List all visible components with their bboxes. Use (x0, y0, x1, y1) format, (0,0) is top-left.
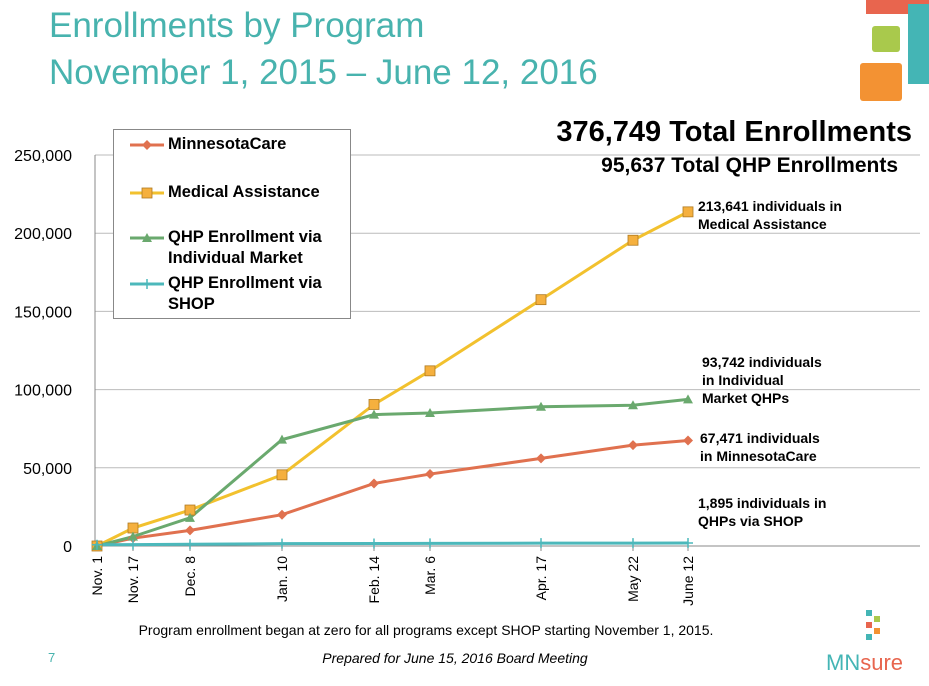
data-point (277, 434, 287, 444)
x-tick-label: Mar. 6 (422, 556, 438, 595)
data-point (425, 469, 435, 480)
annotation: 1,895 individuals in QHPs via SHOP (698, 495, 826, 529)
series-line (96, 397, 689, 548)
data-point (425, 538, 435, 549)
data-point (535, 294, 547, 306)
page-number: 7 (48, 650, 55, 665)
headline: 376,749 Total Enrollments (556, 116, 912, 148)
data-point (536, 453, 546, 464)
data-point (369, 409, 379, 419)
annotation: 67,471 individuals in MinnesotaCare (700, 430, 820, 464)
deco (860, 63, 902, 101)
legend-label: QHP Enrollment via Individual Market (168, 228, 322, 267)
annotation-line: Medical Assistance (698, 216, 827, 232)
title: November 1, 2015 – June 12, 2016 (49, 53, 598, 92)
y-tick-label: 100,000 (14, 383, 72, 400)
y-tick-label: 150,000 (14, 304, 72, 321)
data-point (92, 539, 102, 550)
logo: MNsure (826, 650, 903, 675)
data-point (627, 234, 639, 246)
title: Enrollments by Program (49, 6, 424, 45)
data-point (536, 538, 546, 549)
data-point (628, 538, 638, 549)
data-point (128, 531, 138, 541)
data-point (369, 478, 379, 489)
y-tick-label: 250,000 (14, 148, 72, 165)
logo-prefix: MN (826, 650, 860, 675)
annotation: 213,641 individuals in Medical Assistance (698, 198, 842, 232)
annotation-line: in Individual (702, 372, 784, 388)
annotation-line: 213,641 individuals in (698, 198, 842, 214)
x-tick-label: Dec. 8 (182, 556, 198, 597)
data-point (277, 509, 287, 520)
data-point (536, 401, 546, 411)
legend: MinnesotaCare Medical Assistance QHP Enrol… (113, 129, 351, 319)
legend-label: Medical Assistance (168, 183, 320, 201)
x-tick-label: May 22 (625, 556, 641, 602)
legend-marker (142, 233, 152, 242)
logo-suffix: sure (860, 650, 903, 675)
annotation-line: 1,895 individuals in (698, 495, 826, 511)
legend-item: QHP Enrollment via Individual Market (120, 227, 344, 269)
data-point (127, 522, 139, 534)
x-tick-label: Apr. 17 (533, 556, 549, 601)
data-point (128, 539, 138, 550)
data-point (683, 538, 693, 549)
x-tick-label: Feb. 14 (366, 556, 382, 604)
data-point (368, 399, 380, 410)
x-tick-label: Nov. 1 (89, 556, 105, 596)
legend-item: MinnesotaCare (120, 134, 344, 155)
legend-swatch (130, 187, 164, 199)
data-point (185, 525, 195, 536)
data-point (185, 512, 195, 522)
logo-icon (866, 610, 880, 640)
legend-label: MinnesotaCare (168, 135, 287, 153)
data-point (682, 206, 694, 218)
legend-swatch (130, 233, 164, 242)
annotation-line: 67,471 individuals (700, 430, 820, 446)
data-point (683, 435, 693, 446)
data-point (185, 539, 195, 550)
deco (908, 4, 929, 84)
legend-marker (142, 140, 152, 150)
annotation-line: 93,742 individuals (702, 354, 822, 370)
annotation-line: Market QHPs (702, 390, 789, 406)
data-point (276, 469, 288, 481)
legend-label: QHP Enrollment via SHOP (168, 274, 322, 313)
legend-item: QHP Enrollment via SHOP (120, 273, 344, 315)
data-point (277, 538, 287, 549)
y-tick-label: 0 (63, 539, 72, 556)
y-tick-label: 50,000 (23, 461, 72, 478)
legend-item: Medical Assistance (120, 182, 344, 203)
annotation: 93,742 individuals in Individual Market QH… (702, 354, 822, 406)
data-point (628, 440, 638, 451)
x-tick-label: Nov. 17 (125, 556, 141, 603)
subheadline: 95,637 Total QHP Enrollments (601, 154, 898, 177)
prepared-note: Prepared for June 15, 2016 Board Meeting (322, 650, 588, 666)
legend-marker (142, 279, 152, 289)
legend-swatch (130, 279, 164, 289)
data-point (683, 394, 693, 404)
footnote: Program enrollment began at zero for all… (139, 622, 714, 638)
annotation-line: in MinnesotaCare (700, 448, 817, 464)
y-tick-label: 200,000 (14, 226, 72, 243)
plot: 0 50,000 100,000 150,000 200,000 250,000 Nov. … (14, 148, 920, 606)
data-point (369, 538, 379, 549)
x-tick-label: June 12 (680, 556, 696, 606)
annotation-line: QHPs via SHOP (698, 513, 803, 529)
data-point (628, 400, 638, 410)
data-point (424, 365, 436, 377)
legend-marker (141, 187, 153, 199)
deco (872, 26, 900, 52)
legend-swatch (130, 140, 164, 150)
x-tick-label: Jan. 10 (274, 556, 290, 602)
data-point (425, 408, 435, 418)
